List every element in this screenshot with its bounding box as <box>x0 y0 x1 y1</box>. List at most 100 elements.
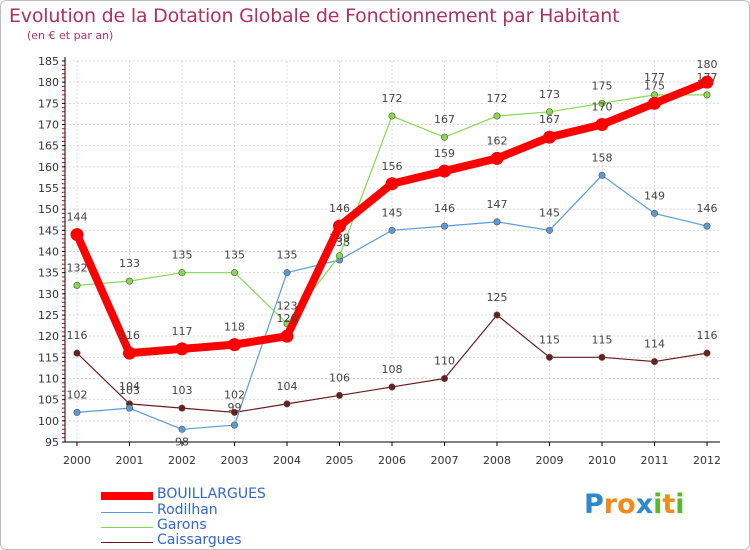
data-point-rodilhan <box>598 171 606 179</box>
data-label-caissargues: 110 <box>434 355 455 368</box>
data-point-rodilhan <box>388 226 396 234</box>
proxiti-logo: Proxiti <box>584 489 685 520</box>
y-tick-label: 175 <box>38 97 59 110</box>
data-label-garons: 175 <box>592 79 613 92</box>
data-label-rodilhan: 145 <box>382 206 403 219</box>
data-label-rodilhan: 103 <box>119 384 140 397</box>
data-label-rodilhan: 102 <box>67 388 88 401</box>
data-label-rodilhan: 158 <box>592 151 613 164</box>
data-point-caissargues <box>598 353 606 361</box>
data-label-rodilhan: 147 <box>487 198 508 211</box>
data-point-caissargues <box>545 353 553 361</box>
data-point-caissargues <box>283 400 291 408</box>
data-point-garons <box>545 108 553 116</box>
data-label-bouillargues: 144 <box>67 211 88 224</box>
data-point-bouillargues <box>175 342 189 356</box>
data-point-caissargues <box>650 358 658 366</box>
data-label-bouillargues: 162 <box>487 134 508 147</box>
y-tick-label: 155 <box>38 182 59 195</box>
y-tick-label: 140 <box>38 246 59 259</box>
data-point-bouillargues <box>70 228 84 242</box>
x-tick-label: 2009 <box>536 454 564 467</box>
data-label-bouillargues: 117 <box>172 325 193 338</box>
logo-letter: P <box>584 489 604 520</box>
data-point-caissargues <box>440 374 448 382</box>
data-label-rodilhan: 145 <box>539 206 560 219</box>
data-label-bouillargues: 118 <box>224 321 245 334</box>
data-label-bouillargues: 170 <box>592 101 613 114</box>
legend-label-caissargues: Caissargues <box>157 532 242 548</box>
data-label-rodilhan: 146 <box>697 202 718 215</box>
data-label-garons: 132 <box>67 261 88 274</box>
legend-swatch-rodilhan <box>101 512 153 513</box>
x-tick-label: 2006 <box>378 454 406 467</box>
legend-swatch-bouillargues <box>101 492 153 500</box>
data-label-garons: 173 <box>539 88 560 101</box>
data-label-caissargues: 125 <box>487 291 508 304</box>
data-label-garons: 167 <box>434 113 455 126</box>
x-tick-label: 2001 <box>116 454 144 467</box>
data-label-caissargues: 115 <box>539 333 560 346</box>
data-point-rodilhan <box>231 421 239 429</box>
data-point-rodilhan <box>440 222 448 230</box>
data-point-bouillargues <box>123 346 136 360</box>
data-point-bouillargues <box>333 219 346 233</box>
x-tick-label: 2003 <box>221 454 249 467</box>
data-point-bouillargues <box>228 338 241 352</box>
data-point-caissargues <box>178 404 186 412</box>
data-point-rodilhan <box>73 408 81 416</box>
x-tick-label: 2004 <box>273 454 301 467</box>
x-tick-label: 2002 <box>168 454 196 467</box>
y-tick-label: 185 <box>38 55 59 68</box>
data-point-garons <box>440 133 448 141</box>
y-tick-label: 110 <box>38 373 59 386</box>
data-label-caissargues: 114 <box>644 338 665 351</box>
data-point-garons <box>335 252 343 260</box>
y-tick-label: 165 <box>38 140 59 153</box>
data-label-caissargues: 116 <box>67 329 88 342</box>
chart-subtitle: (en € et par an) <box>27 29 114 42</box>
data-point-rodilhan <box>493 218 501 226</box>
legend-label-bouillargues: BOUILLARGUES <box>157 486 266 502</box>
data-label-caissargues: 116 <box>697 329 718 342</box>
y-tick-label: 170 <box>38 119 59 132</box>
y-tick-label: 135 <box>38 267 59 280</box>
data-point-caissargues <box>388 383 396 391</box>
logo-letter: x <box>635 489 654 520</box>
data-point-bouillargues <box>595 118 609 131</box>
data-point-caissargues <box>73 349 81 357</box>
data-label-caissargues: 108 <box>382 363 403 376</box>
data-point-caissargues <box>335 391 343 399</box>
logo-letter: r <box>603 489 618 520</box>
data-point-garons <box>493 112 501 120</box>
data-point-caissargues <box>703 349 711 357</box>
y-tick-label: 130 <box>38 288 59 301</box>
data-label-bouillargues: 175 <box>644 79 665 92</box>
data-label-bouillargues: 146 <box>329 202 350 215</box>
x-tick-label: 2012 <box>693 454 721 467</box>
data-point-garons <box>388 112 396 120</box>
y-tick-label: 95 <box>45 436 59 449</box>
data-label-caissargues: 104 <box>277 380 298 393</box>
data-point-garons <box>231 269 239 277</box>
data-point-bouillargues <box>490 151 504 165</box>
data-label-garons: 177 <box>644 71 665 84</box>
data-label-caissargues: 102 <box>224 388 245 401</box>
data-label-bouillargues: 116 <box>119 329 140 342</box>
data-label-rodilhan: 149 <box>644 189 665 202</box>
x-tick-label: 2005 <box>326 454 354 467</box>
data-point-bouillargues <box>438 164 451 178</box>
legend-label-garons: Garons <box>157 517 207 533</box>
data-label-rodilhan: 146 <box>434 202 455 215</box>
y-tick-label: 180 <box>38 76 59 89</box>
y-tick-label: 150 <box>38 203 59 216</box>
data-point-rodilhan <box>178 425 186 433</box>
y-tick-label: 125 <box>38 309 59 322</box>
data-label-garons: 172 <box>382 92 403 105</box>
x-tick-label: 2007 <box>431 454 459 467</box>
data-label-bouillargues: 159 <box>434 147 455 160</box>
data-label-garons: 135 <box>172 249 193 262</box>
data-label-caissargues: 106 <box>329 371 350 384</box>
